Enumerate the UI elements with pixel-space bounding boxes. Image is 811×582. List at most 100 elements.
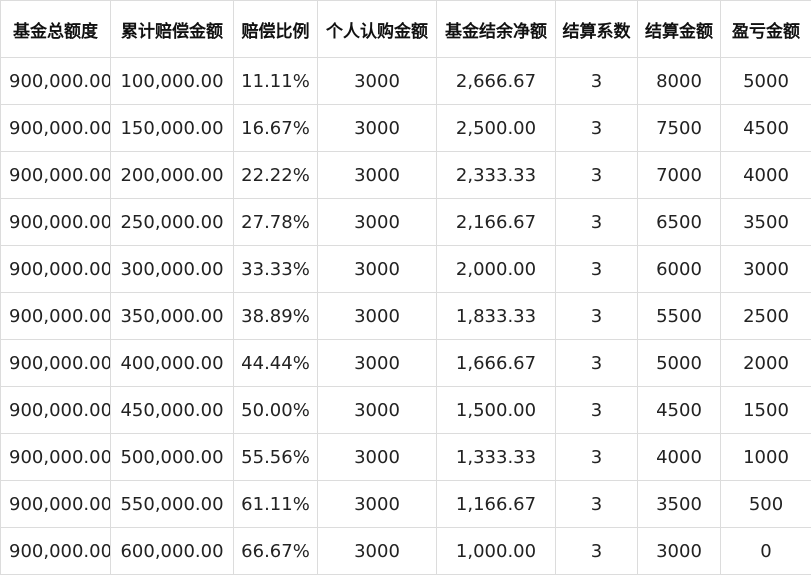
cell-compensation-ratio: 55.56% [233,433,318,481]
cell-profit-loss: 4000 [720,151,811,199]
cell-fund-total: 900,000.00 [0,339,111,387]
table-row: 900,000.00 300,000.00 33.33% 3000 2,000.00 3 6… [0,245,811,293]
cell-personal-subscription: 3000 [317,433,437,481]
cell-cumulative-compensation: 300,000.00 [110,245,234,293]
cell-fund-total: 900,000.00 [0,57,111,105]
header-row: 基金总额度 累计赔偿金额 赔偿比例 个人认购金额 基金结余净额 结算系数 结算金… [0,0,811,58]
cell-settlement-coefficient: 3 [555,245,638,293]
cell-cumulative-compensation: 450,000.00 [110,386,234,434]
cell-cumulative-compensation: 400,000.00 [110,339,234,387]
table-body: 900,000.00 100,000.00 11.11% 3000 2,666.67 3 8… [0,57,811,575]
cell-personal-subscription: 3000 [317,386,437,434]
cell-cumulative-compensation: 500,000.00 [110,433,234,481]
cell-profit-loss: 1000 [720,433,811,481]
cell-compensation-ratio: 38.89% [233,292,318,340]
table-row: 900,000.00 550,000.00 61.11% 3000 1,166.67 3 3… [0,480,811,528]
cell-settlement-coefficient: 3 [555,480,638,528]
cell-compensation-ratio: 44.44% [233,339,318,387]
cell-compensation-ratio: 50.00% [233,386,318,434]
cell-personal-subscription: 3000 [317,151,437,199]
header-fund-total: 基金总额度 [0,0,111,58]
cell-settlement-amount: 6000 [637,245,721,293]
cell-compensation-ratio: 61.11% [233,480,318,528]
cell-fund-total: 900,000.00 [0,292,111,340]
cell-settlement-coefficient: 3 [555,198,638,246]
cell-profit-loss: 5000 [720,57,811,105]
cell-cumulative-compensation: 250,000.00 [110,198,234,246]
cell-compensation-ratio: 22.22% [233,151,318,199]
cell-fund-net-balance: 2,166.67 [436,198,556,246]
table-row: 900,000.00 250,000.00 27.78% 3000 2,166.67 3 6… [0,198,811,246]
cell-compensation-ratio: 66.67% [233,527,318,575]
cell-fund-total: 900,000.00 [0,480,111,528]
cell-fund-total: 900,000.00 [0,386,111,434]
cell-profit-loss: 2000 [720,339,811,387]
cell-fund-net-balance: 2,666.67 [436,57,556,105]
cell-personal-subscription: 3000 [317,57,437,105]
cell-personal-subscription: 3000 [317,339,437,387]
cell-personal-subscription: 3000 [317,198,437,246]
cell-personal-subscription: 3000 [317,104,437,152]
cell-fund-total: 900,000.00 [0,151,111,199]
cell-fund-total: 900,000.00 [0,104,111,152]
cell-profit-loss: 4500 [720,104,811,152]
cell-profit-loss: 3500 [720,198,811,246]
cell-fund-net-balance: 2,333.33 [436,151,556,199]
cell-cumulative-compensation: 600,000.00 [110,527,234,575]
cell-settlement-amount: 3500 [637,480,721,528]
cell-settlement-coefficient: 3 [555,386,638,434]
cell-settlement-coefficient: 3 [555,292,638,340]
header-cumulative-compensation: 累计赔偿金额 [110,0,234,58]
cell-profit-loss: 500 [720,480,811,528]
table-row: 900,000.00 100,000.00 11.11% 3000 2,666.67 3 8… [0,57,811,105]
cell-settlement-coefficient: 3 [555,339,638,387]
cell-settlement-amount: 4000 [637,433,721,481]
cell-fund-total: 900,000.00 [0,433,111,481]
cell-settlement-amount: 7500 [637,104,721,152]
cell-profit-loss: 1500 [720,386,811,434]
cell-cumulative-compensation: 550,000.00 [110,480,234,528]
cell-settlement-coefficient: 3 [555,527,638,575]
cell-profit-loss: 2500 [720,292,811,340]
cell-settlement-amount: 5000 [637,339,721,387]
table-row: 900,000.00 150,000.00 16.67% 3000 2,500.00 3 7… [0,104,811,152]
header-settlement-amount: 结算金额 [637,0,721,58]
cell-cumulative-compensation: 150,000.00 [110,104,234,152]
table-row: 900,000.00 600,000.00 66.67% 3000 1,000.00 3 3… [0,527,811,575]
cell-fund-net-balance: 1,166.67 [436,480,556,528]
cell-fund-total: 900,000.00 [0,245,111,293]
table-row: 900,000.00 450,000.00 50.00% 3000 1,500.00 3 4… [0,386,811,434]
cell-fund-total: 900,000.00 [0,198,111,246]
cell-settlement-amount: 7000 [637,151,721,199]
cell-compensation-ratio: 27.78% [233,198,318,246]
header-compensation-ratio: 赔偿比例 [233,0,318,58]
cell-profit-loss: 3000 [720,245,811,293]
cell-fund-net-balance: 1,333.33 [436,433,556,481]
header-profit-loss: 盈亏金额 [720,0,811,58]
cell-settlement-coefficient: 3 [555,433,638,481]
table-row: 900,000.00 200,000.00 22.22% 3000 2,333.33 3 7… [0,151,811,199]
table-row: 900,000.00 500,000.00 55.56% 3000 1,333.33 3 4… [0,433,811,481]
cell-personal-subscription: 3000 [317,527,437,575]
cell-cumulative-compensation: 350,000.00 [110,292,234,340]
cell-personal-subscription: 3000 [317,292,437,340]
cell-compensation-ratio: 11.11% [233,57,318,105]
cell-settlement-coefficient: 3 [555,57,638,105]
cell-settlement-amount: 3000 [637,527,721,575]
cell-settlement-amount: 5500 [637,292,721,340]
cell-fund-net-balance: 1,000.00 [436,527,556,575]
cell-settlement-amount: 6500 [637,198,721,246]
cell-fund-net-balance: 1,500.00 [436,386,556,434]
header-personal-subscription: 个人认购金额 [317,0,437,58]
cell-compensation-ratio: 16.67% [233,104,318,152]
cell-settlement-coefficient: 3 [555,151,638,199]
cell-settlement-amount: 4500 [637,386,721,434]
cell-cumulative-compensation: 100,000.00 [110,57,234,105]
table-header: 基金总额度 累计赔偿金额 赔偿比例 个人认购金额 基金结余净额 结算系数 结算金… [0,0,811,58]
cell-personal-subscription: 3000 [317,480,437,528]
header-fund-net-balance: 基金结余净额 [436,0,556,58]
cell-fund-net-balance: 2,500.00 [436,104,556,152]
cell-personal-subscription: 3000 [317,245,437,293]
